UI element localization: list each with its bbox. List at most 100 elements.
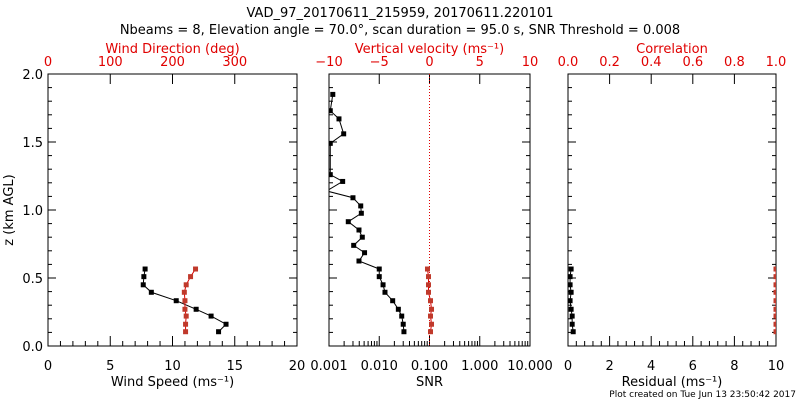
data-point [142,266,148,272]
x-top-tick-label: 300 [222,55,247,70]
x-top-tick-label: 1.0 [766,55,787,70]
x-top-tick-label: 10 [522,55,539,70]
x-bottom-tick-label: 6 [689,359,697,374]
data-point [569,321,575,327]
x-bottom-tick-label: 8 [730,359,738,374]
data-point [345,219,351,225]
data-point [425,289,431,295]
data-point [336,116,342,122]
data-point [181,289,187,295]
data-point [390,298,396,304]
y-tick-label: 0.5 [22,272,43,287]
x-bottom-tick-label: 5 [106,359,114,374]
x-bottom-tick-label: 0.100 [411,359,448,374]
data-point [568,306,574,312]
data-point [329,172,333,178]
x-bottom-axis-label: Residual (ms⁻¹) [622,375,723,390]
data-point [188,274,194,280]
series-residual [568,266,576,335]
data-point [425,274,431,280]
x-top-tick-label: −10 [315,55,342,70]
data-point [329,188,330,194]
data-point [173,298,179,304]
series-snr [329,91,407,335]
panel-2 [328,73,531,347]
data-point [382,289,388,295]
data-point [376,266,382,272]
data-point [773,274,776,280]
y-tick-label: 2.0 [22,68,43,83]
data-point [568,274,573,280]
x-bottom-tick-label: 15 [226,359,243,374]
data-point [183,329,189,335]
data-point [183,282,189,288]
data-point [401,329,407,335]
data-point [568,282,573,288]
data-point [399,313,405,319]
x-bottom-tick-label: 0.010 [361,359,398,374]
data-point [358,203,364,209]
data-point [429,306,435,312]
x-top-tick-label: 200 [160,55,185,70]
data-point [395,306,401,312]
data-point [425,282,431,288]
x-bottom-tick-label: 10.000 [507,359,553,374]
x-bottom-tick-label: 20 [289,359,306,374]
x-top-axis-label: Correlation [636,42,708,57]
x-top-tick-label: 0.0 [558,55,579,70]
chart-title: VAD_97_20170611_215959, 20170611.220101 [247,6,554,21]
data-point [773,298,776,304]
data-point [330,91,336,97]
data-point [428,298,434,304]
data-point [216,329,222,335]
x-bottom-tick-label: 0 [44,359,52,374]
data-point [182,298,188,304]
x-top-tick-label: 100 [98,55,123,70]
data-point [380,282,386,288]
series-correlation [773,266,776,335]
data-point [568,266,574,272]
x-bottom-tick-label: 10 [768,359,785,374]
data-point [140,282,146,288]
plot-created-footer: Plot created on Tue Jun 13 23:50:42 2017 [609,390,796,400]
x-top-tick-label: 0.2 [599,55,620,70]
x-bottom-tick-label: 0.001 [310,359,347,374]
data-point [359,234,365,240]
data-point [208,313,214,319]
data-point [400,321,406,327]
data-point [428,313,434,319]
data-point [568,289,574,295]
data-point [569,313,575,319]
y-tick-label: 1.5 [22,136,43,151]
data-point [183,321,189,327]
data-point [773,282,776,288]
data-point [424,266,430,272]
x-bottom-axis-label: Wind Speed (ms⁻¹) [111,375,234,390]
data-point [340,178,346,184]
data-point [193,306,199,312]
x-bottom-tick-label: 10 [164,359,181,374]
x-bottom-tick-label: 4 [647,359,655,374]
y-tick-label: 1.0 [22,204,43,219]
data-point [350,195,356,201]
data-point [223,321,229,327]
data-point [773,321,776,327]
x-top-tick-label: 0 [425,55,433,70]
data-point [773,289,776,295]
data-point [183,313,189,319]
data-point [570,329,576,335]
x-top-axis-label: Vertical velocity (ms⁻¹) [355,42,504,57]
x-bottom-tick-label: 0 [564,359,572,374]
data-point [341,131,347,137]
data-point [356,258,362,264]
x-top-tick-label: 0.6 [682,55,703,70]
series-vertical-velocity [424,266,435,335]
panel-1 [47,73,298,347]
chart-subtitle: Nbeams = 8, Elevation angle = 70.0°, sca… [120,23,680,38]
series-wind-direction [181,266,199,335]
data-point [193,266,199,272]
data-point [568,298,573,304]
series-wind-speed [140,266,229,335]
data-point [148,289,154,295]
